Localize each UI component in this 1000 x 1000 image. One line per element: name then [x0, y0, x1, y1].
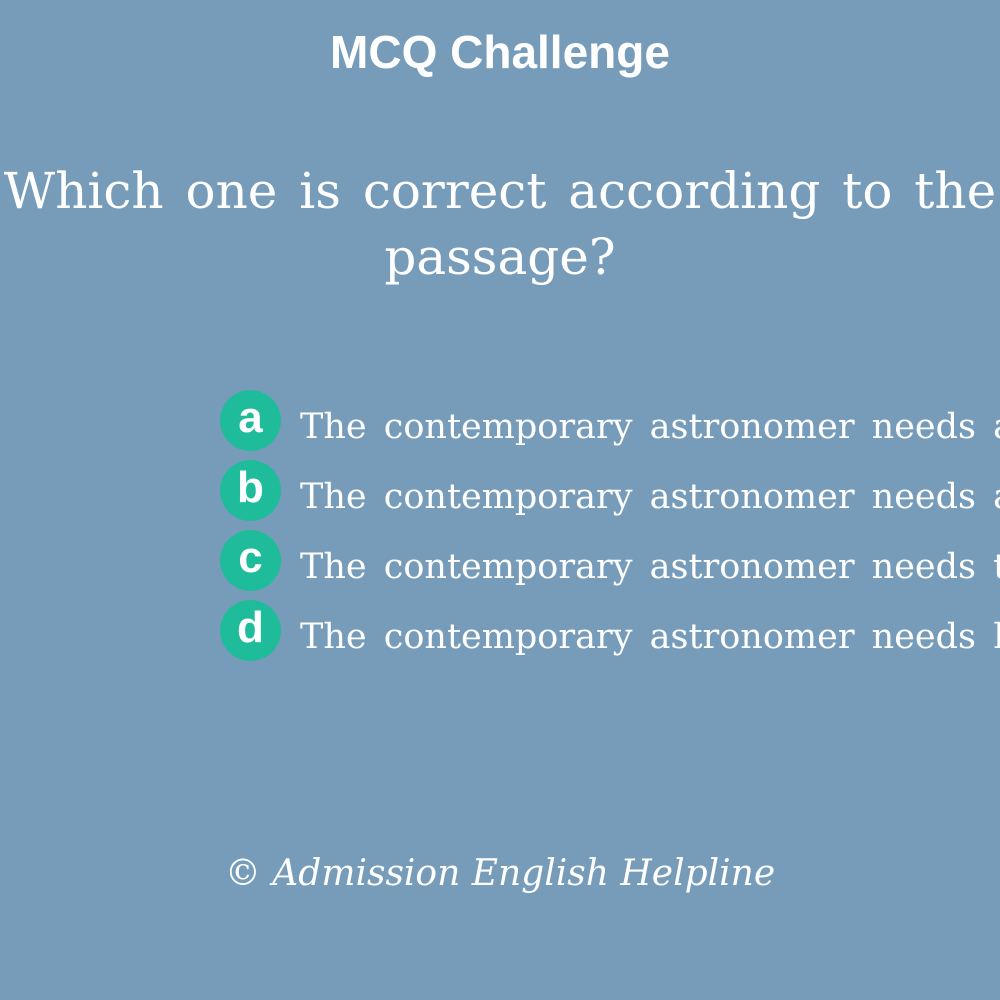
option-a-text: The contemporary astronomer needs a te — [300, 407, 1000, 447]
option-d-text: The contemporary astronomer needs hav — [300, 617, 1000, 657]
option-c[interactable]: c The contemporary astronomer needs to l — [220, 530, 1000, 592]
question-line-2: passage? — [384, 228, 616, 286]
question-text: Which one is correct according to the pa… — [0, 158, 1000, 290]
question-line-1: Which one is correct according to the — [3, 162, 997, 220]
option-c-text: The contemporary astronomer needs to l — [300, 547, 1000, 587]
option-a-badge: a — [220, 390, 281, 451]
option-b-text: The contemporary astronomer needs a te — [300, 477, 1000, 517]
option-b-badge: b — [220, 460, 281, 521]
option-d[interactable]: d The contemporary astronomer needs hav — [220, 600, 1000, 662]
option-c-badge: c — [220, 530, 281, 591]
options-list: a The contemporary astronomer needs a te… — [220, 390, 1000, 670]
page-title: MCQ Challenge — [330, 26, 670, 78]
option-a[interactable]: a The contemporary astronomer needs a te — [220, 390, 1000, 452]
copyright-footer: © Admission English Helpline — [224, 853, 776, 894]
option-d-badge: d — [220, 600, 281, 661]
option-b[interactable]: b The contemporary astronomer needs a te — [220, 460, 1000, 522]
